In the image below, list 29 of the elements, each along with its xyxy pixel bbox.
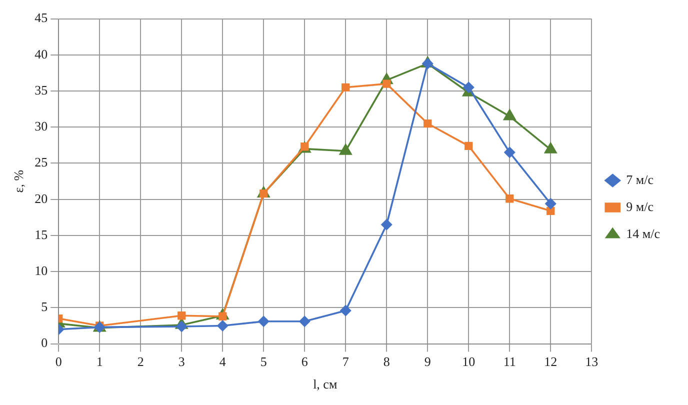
legend-label: 14 м/с [626, 226, 660, 241]
x-tick-label: 13 [585, 354, 598, 370]
y-tick-label: 25 [34, 154, 48, 170]
legend-label: 7 м/с [626, 172, 654, 187]
y-tick-label: 20 [34, 190, 48, 206]
x-tick-label: 1 [96, 354, 103, 370]
y-tick-label: 45 [34, 10, 48, 26]
legend-label: 9 м/с [626, 198, 654, 214]
x-tick-label: 2 [137, 354, 144, 370]
x-tick-label: 0 [55, 354, 62, 370]
x-tick-label: 7 [342, 354, 350, 370]
x-tick-label: 8 [383, 354, 390, 370]
y-axis-title: ε, % [11, 170, 26, 193]
x-tick-label: 6 [301, 354, 308, 370]
y-tick-label: 5 [41, 299, 48, 314]
y-tick-label: 10 [34, 263, 48, 278]
x-axis-title: l, см [313, 376, 338, 392]
x-tick-label: 3 [178, 354, 185, 370]
x-tick-label: 4 [219, 354, 226, 370]
x-tick-label: 5 [260, 354, 267, 370]
x-tick-label: 12 [544, 354, 558, 370]
y-tick-label: 0 [41, 335, 48, 350]
y-tick-label: 35 [34, 82, 48, 98]
x-tick-label: 10 [462, 354, 476, 370]
y-tick-label: 40 [34, 46, 48, 62]
y-tick-label: 30 [34, 118, 48, 134]
x-tick-label: 11 [503, 354, 516, 370]
y-tick-label: 15 [34, 226, 48, 242]
x-tick-label: 9 [424, 354, 431, 370]
